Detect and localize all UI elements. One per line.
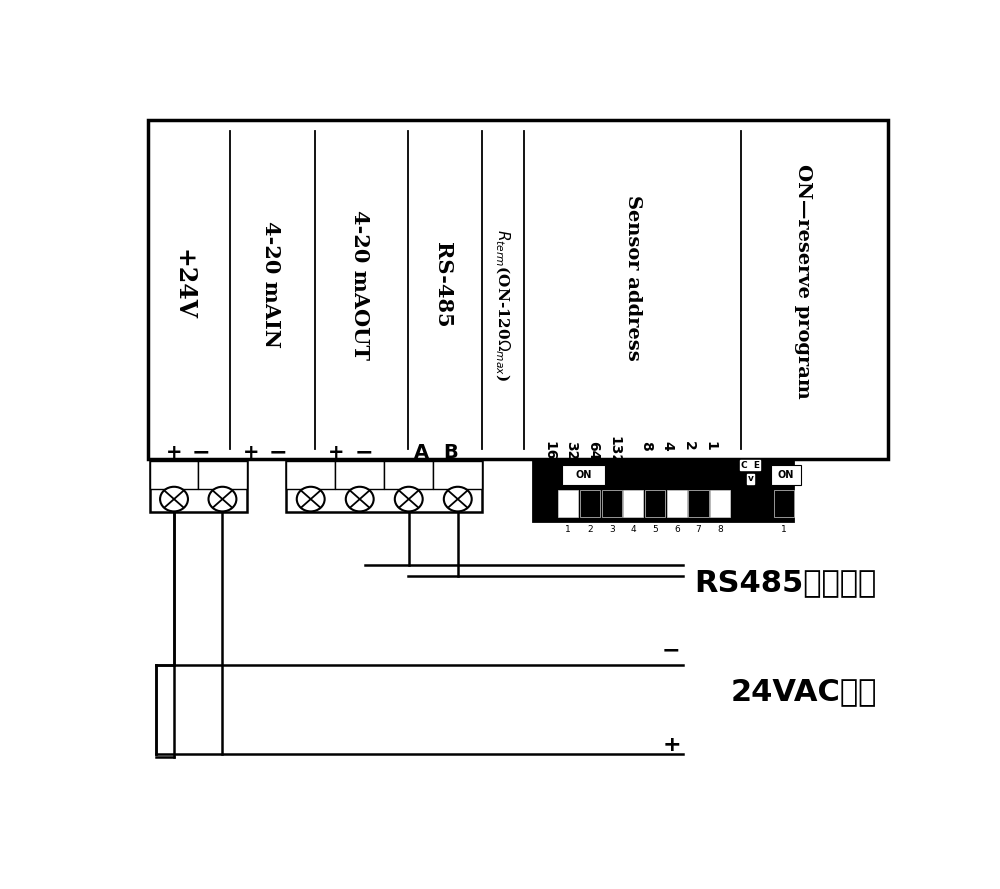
Circle shape [209,487,236,511]
Text: ON: ON [575,470,592,480]
Text: RS485通讯电缆: RS485通讯电缆 [694,568,877,597]
Bar [558,490,578,517]
Bar [150,461,247,512]
Circle shape [297,487,325,511]
Text: +: + [328,443,345,462]
Circle shape [346,487,374,511]
Text: 8: 8 [639,441,653,451]
Text: +: + [243,443,260,462]
Bar [623,490,643,517]
Text: ON: ON [778,470,794,480]
Bar [335,461,384,489]
Text: 1: 1 [781,525,787,533]
Text: C  E: C E [741,461,760,470]
Text: 16: 16 [543,441,557,461]
Text: +24V: +24V [171,249,195,320]
Text: 32: 32 [564,441,578,461]
Text: 4-20 mAOUT: 4-20 mAOUT [350,210,370,360]
Bar [533,460,555,521]
Bar [667,490,687,517]
Text: −: − [269,443,288,462]
Text: v: v [747,475,753,484]
Text: 2: 2 [587,525,593,533]
Bar [533,460,793,521]
Text: +: + [663,734,681,755]
Bar [645,490,665,517]
Text: ON—reserve program: ON—reserve program [794,164,812,398]
Text: 7: 7 [696,525,701,533]
Bar [774,490,794,517]
Text: +: + [166,443,182,462]
Text: 4-20 mAIN: 4-20 mAIN [261,221,281,348]
Bar [286,461,335,489]
Bar [198,461,247,489]
Bar [710,490,730,517]
Bar [150,461,198,489]
Text: 64: 64 [586,441,600,461]
Text: 132: 132 [608,436,622,466]
Text: Sensor address: Sensor address [624,195,642,361]
Text: 3: 3 [609,525,615,533]
Bar [771,465,801,485]
Text: 6: 6 [674,525,680,533]
Text: −: − [354,443,373,462]
Text: −: − [662,641,681,661]
Text: 24VAC电源: 24VAC电源 [730,677,877,707]
Text: 8: 8 [717,525,723,533]
Bar [286,461,482,512]
Bar [562,465,605,485]
Bar [688,490,709,517]
Bar [148,120,888,460]
Text: B: B [443,443,458,462]
Text: RS-485: RS-485 [433,242,453,327]
Text: 1: 1 [565,525,571,533]
Circle shape [160,487,188,511]
Text: 4: 4 [631,525,636,533]
Text: $R_{term}$(ON-120$\Omega_{max}$): $R_{term}$(ON-120$\Omega_{max}$) [493,229,512,381]
Text: 2: 2 [682,441,696,451]
Text: −: − [192,443,210,462]
Bar [580,490,600,517]
Circle shape [395,487,423,511]
Bar [433,461,482,489]
Text: A: A [414,443,429,462]
Text: 5: 5 [652,525,658,533]
Circle shape [444,487,472,511]
Text: 4: 4 [660,441,674,451]
Bar [384,461,433,489]
Text: 1: 1 [704,441,718,451]
Bar [602,490,622,517]
